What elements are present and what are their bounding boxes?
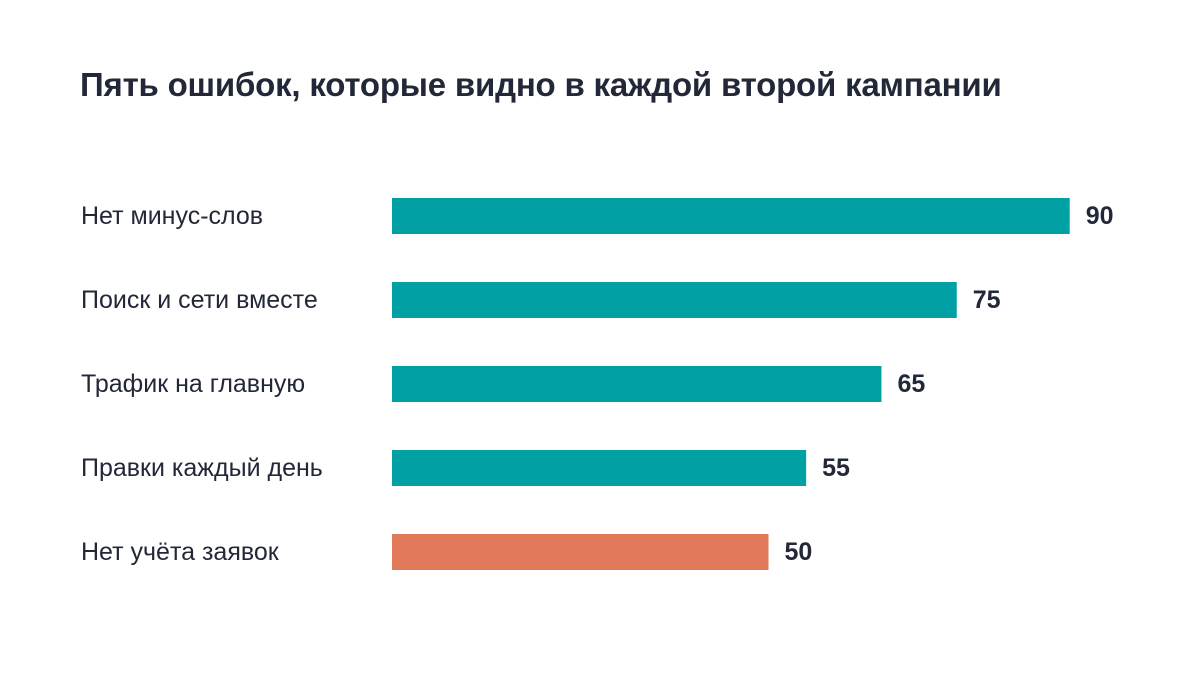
chart-title: Пять ошибок, которые видно в каждой втор…	[80, 66, 1002, 103]
bar	[392, 282, 957, 318]
bar	[392, 450, 807, 486]
category-label: Правки каждый день	[81, 454, 323, 482]
bar	[392, 366, 882, 402]
bar	[392, 534, 769, 570]
category-label: Трафик на главную	[81, 370, 305, 398]
category-label: Нет минус-слов	[81, 202, 263, 230]
category-label: Поиск и сети вместе	[81, 286, 318, 314]
value-label: 50	[785, 538, 813, 566]
category-label: Нет учёта заявок	[81, 538, 280, 566]
value-label: 75	[973, 286, 1001, 314]
value-label: 65	[897, 370, 925, 398]
value-label: 55	[822, 454, 850, 482]
value-label: 90	[1086, 202, 1114, 230]
bar	[392, 198, 1070, 234]
